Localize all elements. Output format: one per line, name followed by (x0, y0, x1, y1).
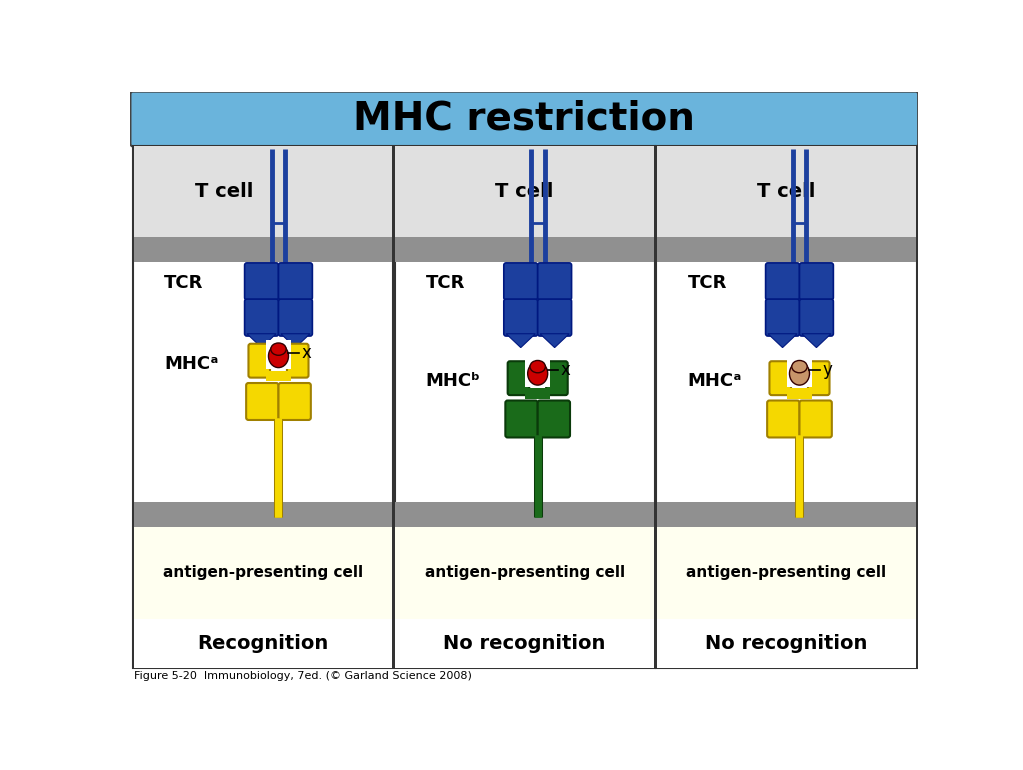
Ellipse shape (528, 362, 547, 385)
Polygon shape (802, 333, 831, 347)
Ellipse shape (790, 362, 809, 385)
Bar (657, 502, 916, 527)
FancyBboxPatch shape (538, 400, 570, 437)
Text: TCR: TCR (687, 274, 727, 293)
Bar (134, 502, 392, 527)
Bar (657, 237, 916, 262)
Bar (787, 388, 812, 399)
Text: MHCᵇ: MHCᵇ (426, 372, 481, 390)
Ellipse shape (268, 344, 288, 367)
FancyBboxPatch shape (769, 361, 791, 395)
Bar (266, 370, 291, 381)
FancyBboxPatch shape (505, 400, 538, 437)
Text: TCR: TCR (426, 274, 465, 293)
FancyBboxPatch shape (800, 400, 832, 437)
FancyBboxPatch shape (244, 263, 278, 300)
Bar (134, 146, 392, 237)
Text: MHCᵃ: MHCᵃ (687, 372, 742, 390)
Bar (266, 340, 291, 369)
Text: TCR: TCR (164, 274, 204, 293)
FancyBboxPatch shape (546, 361, 568, 395)
Bar (395, 146, 655, 668)
Text: T cell: T cell (757, 182, 815, 201)
FancyBboxPatch shape (767, 400, 800, 437)
Text: antigen-presenting cell: antigen-presenting cell (425, 565, 625, 581)
FancyBboxPatch shape (765, 263, 800, 300)
Text: Figure 5-20  Immunobiology, 7ed. (© Garland Science 2008): Figure 5-20 Immunobiology, 7ed. (© Garla… (134, 671, 473, 681)
Text: No recognition: No recognition (444, 634, 606, 653)
FancyBboxPatch shape (287, 343, 309, 377)
FancyBboxPatch shape (800, 263, 834, 300)
Bar (395, 527, 654, 618)
Text: antigen-presenting cell: antigen-presenting cell (163, 565, 363, 581)
Bar (526, 357, 550, 387)
Text: y: y (822, 361, 833, 380)
Polygon shape (506, 333, 535, 347)
Polygon shape (540, 333, 569, 347)
Text: No recognition: No recognition (705, 634, 868, 653)
Bar (657, 146, 917, 668)
Bar (133, 146, 393, 668)
Text: Recognition: Recognition (197, 634, 328, 653)
FancyBboxPatch shape (507, 361, 529, 395)
Bar (657, 527, 916, 618)
Ellipse shape (530, 360, 545, 373)
Polygon shape (768, 333, 797, 347)
Bar (395, 618, 654, 668)
Bar (526, 388, 550, 399)
Bar (657, 618, 916, 668)
Bar (134, 237, 392, 262)
Text: x: x (561, 361, 571, 380)
Bar (395, 237, 654, 262)
FancyBboxPatch shape (131, 92, 919, 146)
FancyBboxPatch shape (538, 299, 572, 336)
Ellipse shape (792, 360, 807, 373)
FancyBboxPatch shape (247, 383, 278, 420)
Bar (657, 146, 916, 237)
FancyBboxPatch shape (503, 299, 538, 336)
FancyBboxPatch shape (538, 263, 572, 300)
Text: x: x (302, 344, 311, 362)
Text: antigen-presenting cell: antigen-presenting cell (686, 565, 887, 581)
Text: T cell: T cell (194, 182, 253, 201)
Bar (134, 527, 392, 618)
FancyBboxPatch shape (503, 263, 538, 300)
FancyBboxPatch shape (249, 343, 270, 377)
Text: MHC restriction: MHC restriction (353, 100, 695, 138)
Bar (787, 357, 812, 387)
FancyBboxPatch shape (278, 263, 312, 300)
Bar (395, 146, 654, 237)
FancyBboxPatch shape (765, 299, 800, 336)
FancyBboxPatch shape (808, 361, 830, 395)
Bar (395, 502, 654, 527)
Polygon shape (280, 333, 310, 347)
FancyBboxPatch shape (244, 299, 278, 336)
Text: MHCᵃ: MHCᵃ (164, 355, 218, 373)
Text: T cell: T cell (495, 182, 553, 201)
FancyBboxPatch shape (800, 299, 834, 336)
Ellipse shape (271, 343, 286, 355)
FancyBboxPatch shape (278, 383, 311, 420)
FancyBboxPatch shape (278, 299, 312, 336)
Polygon shape (247, 333, 276, 347)
Bar (134, 618, 392, 668)
